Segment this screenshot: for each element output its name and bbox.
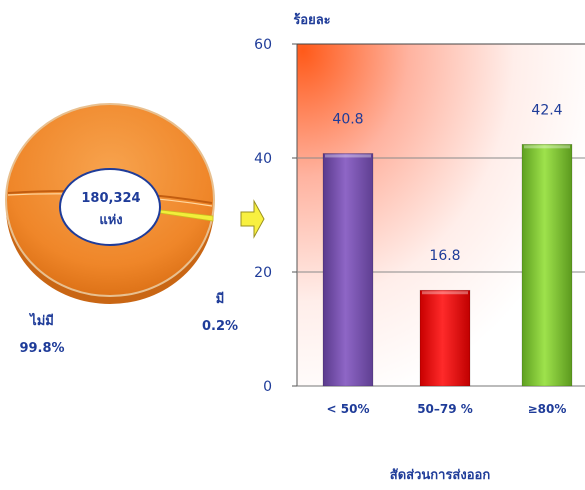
bar-value-label: 42.4 xyxy=(531,102,562,118)
arrow-icon xyxy=(240,199,265,239)
pie-chart: 180,324 แห่ง ไม่มี 99.8% มี 0.2% xyxy=(5,103,238,356)
y-tick-label: 20 xyxy=(254,265,272,281)
bar-chart: 0 20 40 60 40.8 16.8 42.4 < 50% 50–79 % ≥80% ร้… xyxy=(254,12,585,483)
pie-center-bubble xyxy=(59,168,161,246)
y-tick-label: 60 xyxy=(254,37,272,53)
bar-value-label: 16.8 xyxy=(429,248,460,264)
y-axis-label: ร้อยละ xyxy=(293,12,330,28)
bar xyxy=(419,289,471,387)
y-tick-labels: 0 20 40 60 xyxy=(254,37,272,395)
y-tick-label: 40 xyxy=(254,151,272,167)
y-tick-label: 0 xyxy=(263,379,272,395)
bar xyxy=(322,153,374,387)
pie-center-value: 180,324 xyxy=(81,191,140,206)
bar-highlight xyxy=(325,154,371,158)
x-tick-label: < 50% xyxy=(327,402,370,416)
x-axis-label: สัดส่วนการส่งออก xyxy=(390,468,491,483)
bar-highlight xyxy=(422,291,468,295)
pie-percent-none: 99.8% xyxy=(19,341,64,356)
bar-highlight xyxy=(524,145,570,149)
pie-center-unit: แห่ง xyxy=(99,213,122,228)
pie-label-have: มี xyxy=(216,291,225,307)
bars xyxy=(322,144,573,387)
x-tick-label: 50–79 % xyxy=(417,402,473,416)
bar-value-label: 40.8 xyxy=(332,111,363,127)
pie-label-none: ไม่มี xyxy=(28,312,54,329)
x-tick-label: ≥80% xyxy=(528,402,567,416)
bar xyxy=(521,144,573,387)
x-tick-labels: < 50% 50–79 % ≥80% xyxy=(327,402,567,416)
pie-percent-have: 0.2% xyxy=(202,319,238,334)
value-labels: 40.8 16.8 42.4 xyxy=(332,102,562,264)
